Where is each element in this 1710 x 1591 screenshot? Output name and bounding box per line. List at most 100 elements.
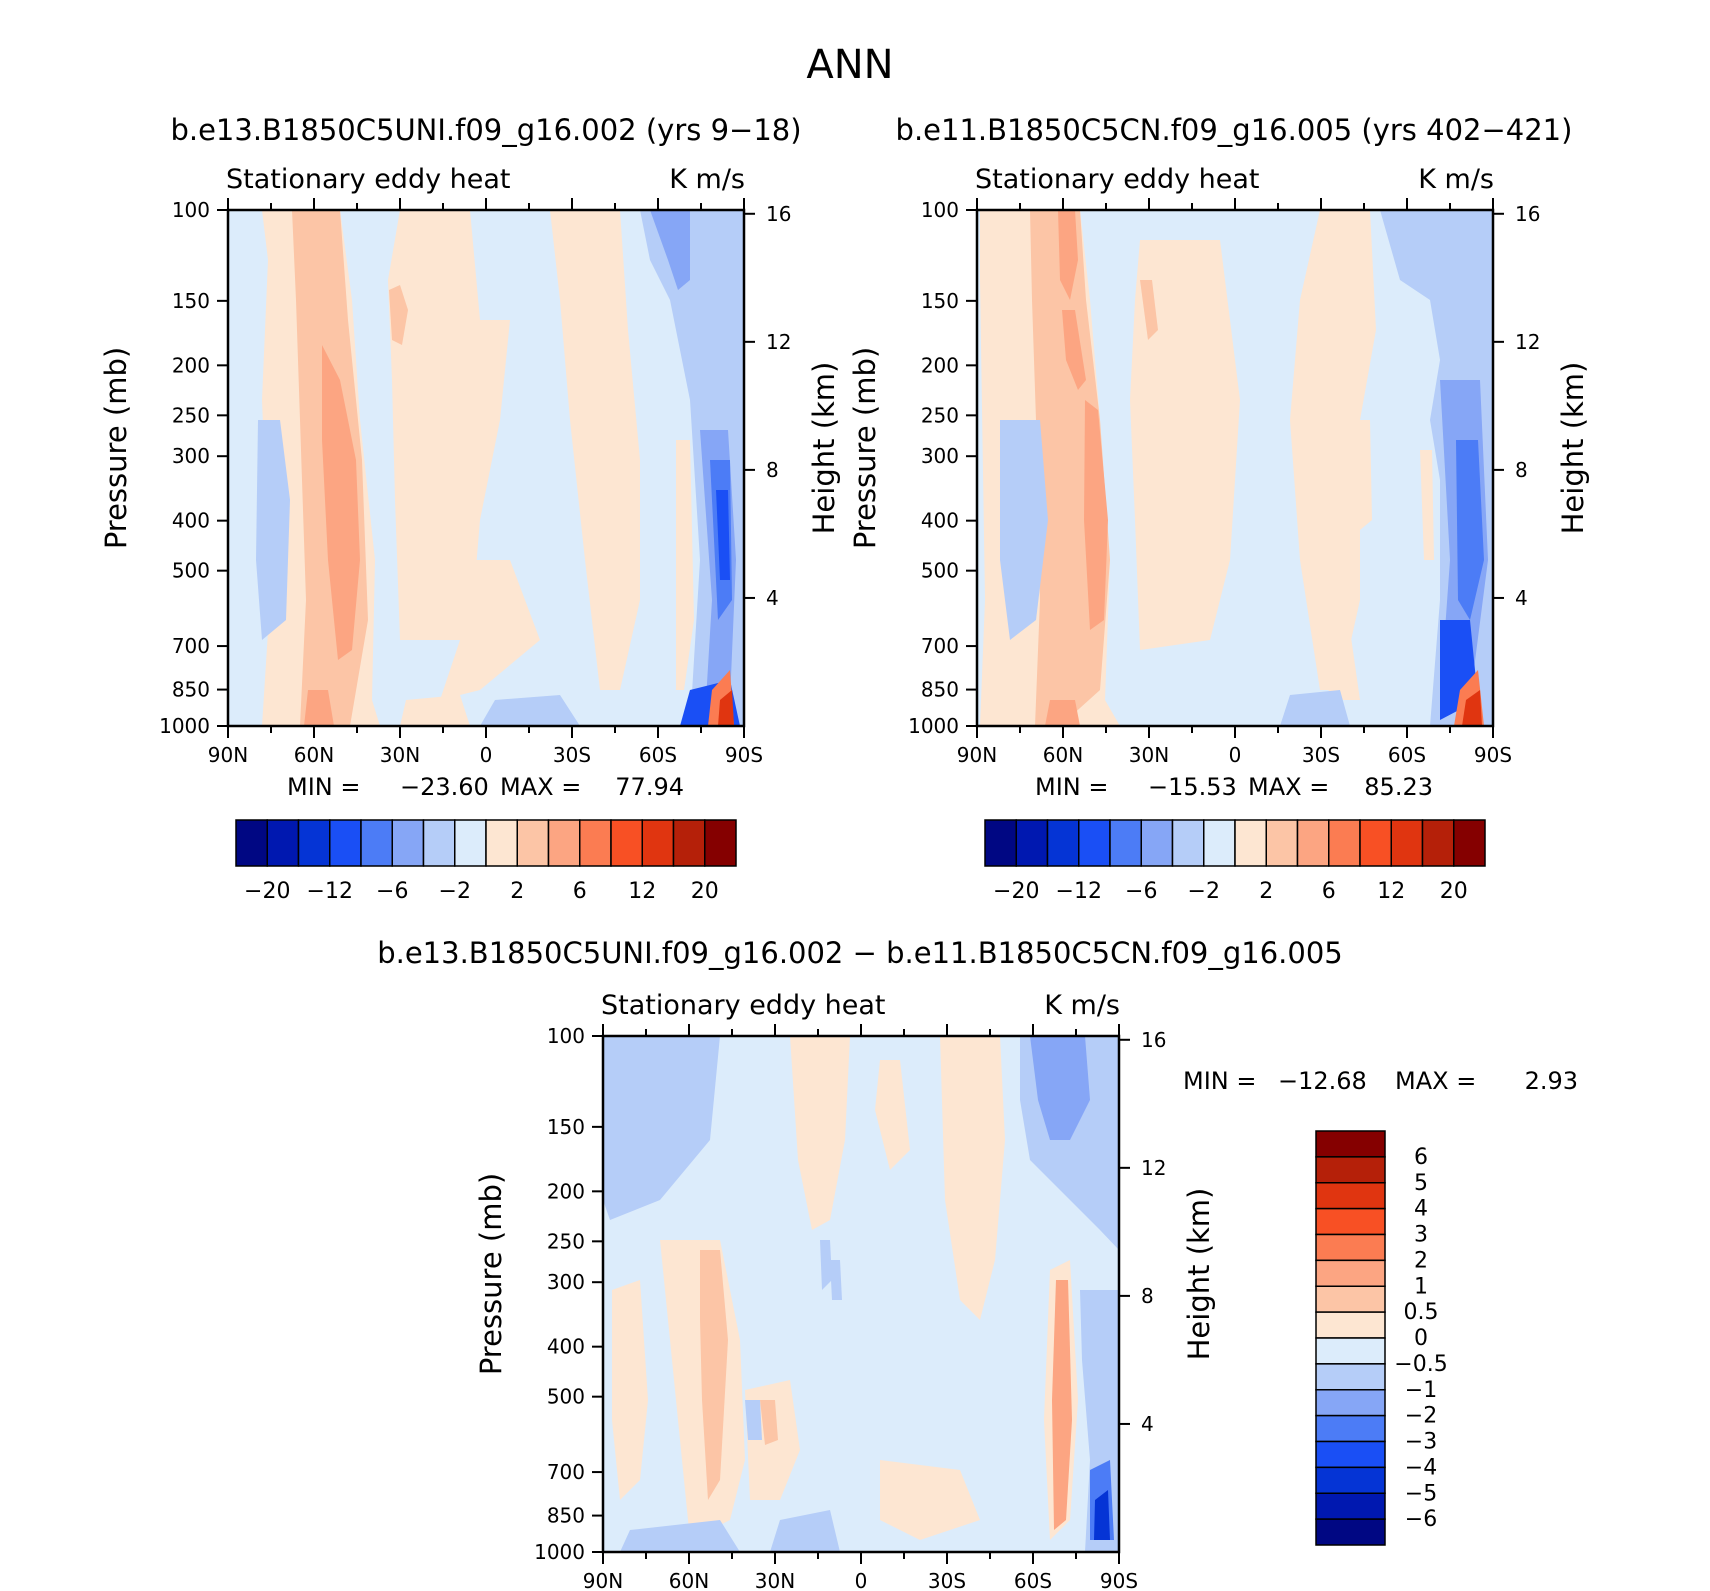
- panel-case-colorbar-label: −2: [439, 879, 471, 904]
- panel-difference-colorbar-box: [1315, 1492, 1386, 1520]
- panel-difference-xtick-label: 60S: [1014, 1569, 1052, 1591]
- panel-difference-colorbar-box: [1315, 1337, 1386, 1365]
- panel-difference-colorbar-box: [1315, 1156, 1386, 1184]
- panel-control-ytick-label: 400: [921, 509, 959, 533]
- panel-control-ylabel-right: Height (km): [1556, 362, 1590, 535]
- panel-case-colorbar-label: 6: [573, 879, 587, 904]
- panel-case-colorbar-box: [235, 819, 268, 867]
- panel-case-colorbar-box: [391, 819, 425, 867]
- panel-control-contours: [977, 210, 1493, 726]
- panel-difference-ylabel-right: Height (km): [1182, 1188, 1216, 1361]
- panel-control-colorbar-box: [1046, 819, 1080, 867]
- panel-case-ytick-label: 1000: [159, 714, 210, 738]
- panel-difference-colorbar-label: 6: [1414, 1145, 1428, 1170]
- panel-case-max-label: MAX =: [500, 773, 581, 801]
- panel-case-colorbar-box: [579, 819, 612, 867]
- panel-difference-colorbar-label: −4: [1405, 1455, 1437, 1480]
- panel-control-min-label: MIN =: [1035, 773, 1108, 801]
- panel-control-colorbar-label: 12: [1377, 879, 1405, 904]
- panel-difference-colorbar-box: [1315, 1518, 1386, 1546]
- panel-case-colorbar-box: [547, 819, 581, 867]
- panel-difference-ytick-label: 100: [547, 1024, 585, 1048]
- panel-control-colorbar-box: [1203, 819, 1236, 867]
- panel-case-colorbar-label: 20: [691, 879, 719, 904]
- panel-case-ytick-label: 500: [172, 559, 210, 583]
- panel-control-colorbar-box: [1078, 819, 1111, 867]
- panel-case-colorbar-box: [454, 819, 487, 867]
- panel-difference-ytick-label: 500: [547, 1385, 585, 1409]
- panel-control-xtick-label: 30N: [1129, 743, 1169, 767]
- panel-case-xtick-label: 90S: [725, 743, 763, 767]
- panel-case-xtick-label: 30S: [553, 743, 591, 767]
- panel-control-colorbar-box: [1109, 819, 1142, 867]
- panel-control-xtick-label: 90N: [957, 743, 997, 767]
- panel-control-colorbar-box: [1015, 819, 1049, 867]
- panel-control-ytick-label: 150: [921, 289, 959, 313]
- panel-case-ytick-label: 400: [172, 509, 210, 533]
- panel-difference-colorbar-box: [1315, 1440, 1386, 1469]
- panel-difference-colorbar-label: −1: [1405, 1378, 1437, 1403]
- panel-difference-ytick-label: 200: [547, 1179, 585, 1203]
- panel-difference-ytick-right-label: 16: [1141, 1028, 1166, 1052]
- figure-title: ANN: [806, 42, 893, 88]
- panel-control-xtick-label: 90S: [1474, 743, 1512, 767]
- panel-case-ytick-label: 300: [172, 444, 210, 468]
- panel-difference-units: K m/s: [1044, 990, 1120, 1021]
- panel-control-colorbar-box: [1390, 819, 1424, 867]
- panel-case-colorbar-box: [329, 819, 362, 867]
- panel-control-colorbar-box: [1265, 819, 1299, 867]
- panel-control-xtick-label: 0: [1229, 743, 1242, 767]
- panel-difference-ytick-right-label: 8: [1141, 1284, 1154, 1308]
- panel-difference-max-value: 2.93: [1525, 1067, 1578, 1095]
- panel-control-units: K m/s: [1418, 164, 1494, 195]
- panel-difference-min-value: −12.68: [1278, 1067, 1367, 1095]
- panel-difference-variable: Stationary eddy heat: [601, 990, 886, 1021]
- panel-difference-colorbar-box: [1315, 1285, 1386, 1313]
- panel-case-xtick-label: 60N: [294, 743, 334, 767]
- panel-difference-colorbar-label: 4: [1414, 1197, 1428, 1222]
- panel-case-max-value: 77.94: [615, 773, 684, 801]
- panel-case-colorbar-label: −12: [307, 879, 353, 904]
- panel-difference-xtick-label: 90N: [583, 1569, 623, 1591]
- panel-difference-colorbar-box: [1315, 1389, 1386, 1417]
- panel-control-colorbar: −20 −12 −6 −2 2 6 12 20: [984, 819, 1486, 904]
- panel-control-axes: 100 150 200 250 300 400 500 700 850 1000 16 12 8 4 90N…: [848, 198, 1590, 767]
- panel-case-colorbar-box: [297, 819, 331, 867]
- panel-case-ytick-right-label: 16: [766, 202, 791, 226]
- panel-case-ytick-right-label: 8: [766, 458, 779, 482]
- panel-case-colorbar-box: [704, 819, 737, 867]
- panel-case-colorbar-box: [485, 819, 518, 867]
- panel-control-xtick-label: 60N: [1043, 743, 1083, 767]
- panel-control-colorbar-box: [1421, 819, 1455, 867]
- panel-case-min-value: −23.60: [400, 773, 489, 801]
- panel-case-ytick-right-label: 4: [766, 586, 779, 610]
- panel-control-ytick-right-label: 16: [1515, 202, 1540, 226]
- panel-control-colorbar-box: [1234, 819, 1267, 867]
- panel-difference-colorbar-box: [1315, 1182, 1386, 1210]
- panel-difference-colorbar-label: −6: [1405, 1507, 1437, 1532]
- panel-difference-ylabel-left: Pressure (mb): [474, 1173, 508, 1375]
- panel-control-colorbar-box: [984, 819, 1017, 867]
- panel-control-ytick-label: 1000: [908, 714, 959, 738]
- panel-difference-colorbar-box: [1315, 1414, 1386, 1443]
- panel-control-colorbar-label: −6: [1125, 879, 1157, 904]
- panel-difference-colorbar-label: 1: [1414, 1274, 1428, 1299]
- panel-difference-colorbar-box: [1315, 1207, 1386, 1236]
- panel-difference-colorbar-box: [1315, 1130, 1386, 1158]
- panel-difference-colorbar-label: −5: [1405, 1481, 1437, 1506]
- panel-control-ytick-label: 250: [921, 403, 959, 427]
- panel-case-ytick-label: 200: [172, 353, 210, 377]
- panel-case-ytick-label: 100: [172, 198, 210, 222]
- panel-case-ylabel-right: Height (km): [807, 362, 841, 535]
- panel-difference-colorbar-label: −0.5: [1394, 1352, 1447, 1377]
- panel-difference-ytick-label: 1000: [534, 1540, 585, 1564]
- panel-control-colorbar-label: −12: [1056, 879, 1102, 904]
- panel-difference-ytick-label: 400: [547, 1335, 585, 1359]
- panel-control-ytick-right-label: 8: [1515, 458, 1528, 482]
- panel-case-ytick-label: 150: [172, 289, 210, 313]
- panel-case-colorbar-box: [360, 819, 393, 867]
- panel-difference-max-label: MAX =: [1395, 1067, 1476, 1095]
- panel-case-ylabel-left: Pressure (mb): [99, 347, 133, 549]
- panel-case-colorbar-box: [641, 819, 675, 867]
